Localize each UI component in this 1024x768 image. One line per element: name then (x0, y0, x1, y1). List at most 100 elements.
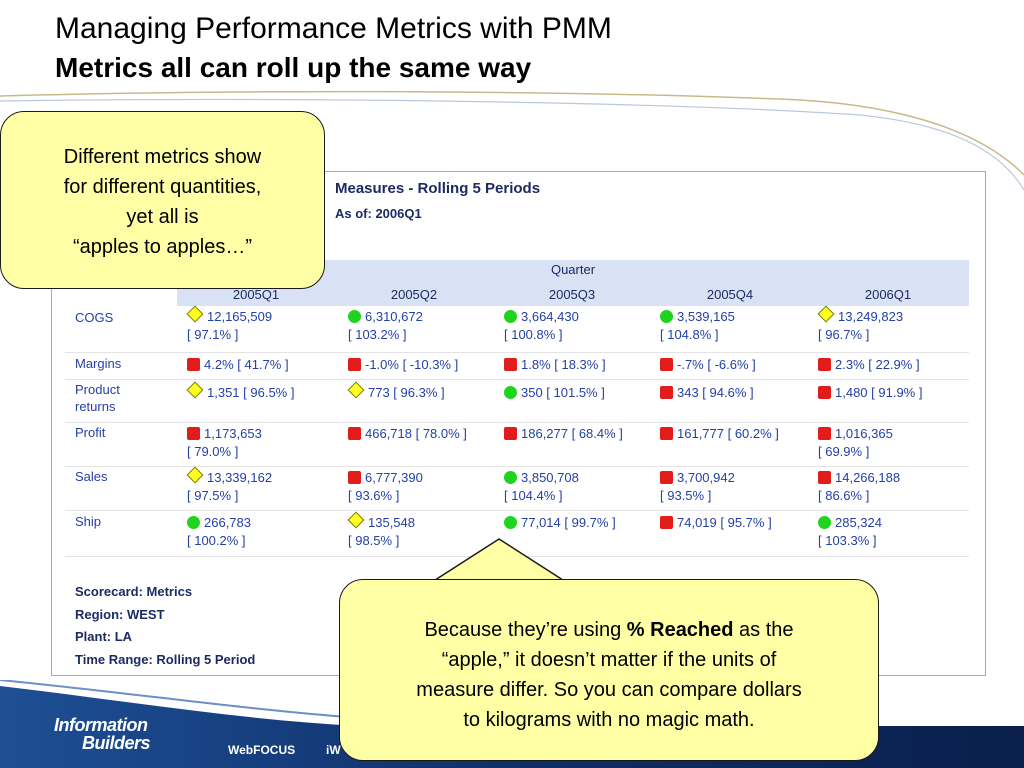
table-cell[interactable]: 3,700,942 [ 93.5% ] (660, 469, 735, 505)
cell-percent: [ 103.2% ] (348, 327, 407, 342)
table-cell[interactable]: 1,480 [ 91.9% ] (818, 384, 922, 402)
footer-product-webfocus: WebFOCUS (228, 743, 296, 757)
cell-value: 4.2% [ 41.7% ] (204, 357, 289, 372)
table-cell[interactable]: 77,014 [ 99.7% ] (504, 514, 616, 532)
table-cell[interactable]: 3,539,165 [ 104.8% ] (660, 308, 735, 344)
measures-grid: Quarter 2005Q1 2005Q2 2005Q3 2005Q4 2006… (65, 260, 969, 558)
table-cell[interactable]: -1.0% [ -10.3% ] (348, 356, 458, 374)
table-cell[interactable]: 13,339,162 [ 97.5% ] (186, 466, 272, 505)
callout-text: as the (733, 619, 794, 641)
row-label-profit[interactable]: Profit (75, 425, 106, 440)
table-cell[interactable]: 2.3% [ 22.9% ] (818, 356, 920, 374)
row-label-product-returns[interactable]: Product returns (75, 381, 120, 415)
bad-square-icon (348, 427, 361, 440)
cell-value: 1,480 [ 91.9% ] (835, 385, 923, 400)
cell-value: 135,548 (368, 515, 415, 530)
cell-value: 2.3% [ 22.9% ] (835, 357, 920, 372)
bad-square-icon (187, 427, 200, 440)
slide-subtitle: Metrics all can roll up the same way (55, 52, 532, 83)
table-cell[interactable]: 1,016,365 [ 69.9% ] (818, 425, 893, 461)
bad-square-icon (660, 358, 673, 371)
cell-value: 466,718 [ 78.0% ] (365, 426, 467, 441)
good-circle-icon (660, 310, 673, 323)
bad-square-icon (504, 427, 517, 440)
good-circle-icon (504, 310, 517, 323)
callout-bold-text: % Reached (626, 619, 734, 641)
scorecard-label: Scorecard: Metrics (75, 584, 193, 599)
row-label-ship[interactable]: Ship (75, 514, 102, 529)
cell-value: 350 [ 101.5% ] (521, 385, 605, 400)
quarter-header-2005q1[interactable]: 2005Q1 (232, 287, 280, 302)
bad-square-icon (348, 471, 361, 484)
cell-percent: [ 86.6% ] (818, 488, 870, 503)
row-label-cogs[interactable]: COGS (75, 310, 114, 325)
quarter-label: Quarter (550, 262, 596, 277)
callout-text: “apple,” it doesn’t matter if the units … (441, 649, 777, 671)
slide-title: Managing Performance Metrics with PMM (55, 12, 612, 45)
table-cell[interactable]: 343 [ 94.6% ] (660, 384, 754, 402)
cell-value: 12,165,509 (207, 309, 273, 324)
cell-percent: [ 69.9% ] (818, 444, 870, 459)
cell-percent: [ 103.3% ] (818, 533, 877, 548)
cell-percent: [ 100.2% ] (187, 533, 246, 548)
table-cell[interactable]: 266,783 [ 100.2% ] (187, 514, 251, 550)
table-cell[interactable]: 74,019 [ 95.7% ] (660, 514, 772, 532)
table-cell[interactable]: 1,351 [ 96.5% ] (186, 381, 294, 402)
cell-value: 3,539,165 (677, 309, 735, 324)
good-circle-icon (504, 471, 517, 484)
as-of-label: As of: 2006Q1 (335, 206, 422, 221)
cell-value: 74,019 [ 95.7% ] (677, 515, 772, 530)
cell-value: 14,266,188 (835, 470, 901, 485)
cell-value: 3,700,942 (677, 470, 735, 485)
table-cell[interactable]: 14,266,188 [ 86.6% ] (818, 469, 900, 505)
table-cell[interactable]: 466,718 [ 78.0% ] (348, 425, 467, 443)
row-label-sales[interactable]: Sales (75, 469, 108, 484)
cell-value: 77,014 [ 99.7% ] (521, 515, 616, 530)
table-cell[interactable]: 6,777,390 [ 93.6% ] (348, 469, 423, 505)
cell-percent: [ 97.5% ] (187, 488, 239, 503)
bad-square-icon (660, 427, 673, 440)
panel-title: Measures - Rolling 5 Periods (335, 180, 541, 197)
table-cell[interactable]: 12,165,509 [ 97.1% ] (186, 305, 273, 344)
cell-value: 1,173,653 (204, 426, 262, 441)
cell-value: 343 [ 94.6% ] (677, 385, 754, 400)
quarter-header-2005q3[interactable]: 2005Q3 (548, 287, 596, 302)
cell-value: 3,850,708 (521, 470, 579, 485)
cell-value: 3,664,430 (521, 309, 579, 324)
table-cell[interactable]: 1.8% [ 18.3% ] (504, 356, 606, 374)
callout-text: measure differ. So you can compare dolla… (416, 679, 802, 701)
callout-text: to kilograms with no magic math. (463, 709, 755, 731)
table-cell[interactable]: 186,277 [ 68.4% ] (504, 425, 623, 443)
table-cell[interactable]: 13,249,823 [ 96.7% ] (817, 305, 903, 344)
cell-value: 161,777 [ 60.2% ] (677, 426, 779, 441)
table-cell[interactable]: 350 [ 101.5% ] (504, 384, 605, 402)
callout-apples-to-apples: Different metrics show for different qua… (0, 111, 325, 289)
quarter-header-2005q2[interactable]: 2005Q2 (390, 287, 438, 302)
quarter-header-2006q1[interactable]: 2006Q1 (864, 287, 912, 302)
table-cell[interactable]: 3,850,708 [ 104.4% ] (504, 469, 579, 505)
good-circle-icon (504, 386, 517, 399)
time-range-label: Time Range: Rolling 5 Period (75, 652, 256, 667)
table-cell[interactable]: 1,173,653 [ 79.0% ] (187, 425, 262, 461)
cell-value: 186,277 [ 68.4% ] (521, 426, 623, 441)
row-label-margins[interactable]: Margins (75, 356, 122, 371)
row-divider (65, 352, 969, 353)
table-cell[interactable]: 285,324 [ 103.3% ] (818, 514, 882, 550)
table-cell[interactable]: 3,664,430 [ 100.8% ] (504, 308, 579, 344)
table-cell[interactable]: 773 [ 96.3% ] (347, 381, 445, 402)
table-cell[interactable]: 161,777 [ 60.2% ] (660, 425, 779, 443)
callout-percent-reached: Because they’re using % Reached as the “… (339, 579, 879, 761)
callout-text: yet all is (126, 206, 199, 228)
bad-square-icon (504, 358, 517, 371)
quarter-header-2005q4[interactable]: 2005Q4 (706, 287, 754, 302)
logo-line: Information (54, 715, 148, 735)
logo-line: Builders (82, 733, 151, 753)
cell-value: 1,016,365 (835, 426, 893, 441)
table-cell[interactable]: 4.2% [ 41.7% ] (187, 356, 289, 374)
table-cell[interactable]: 135,548 [ 98.5% ] (347, 511, 415, 550)
table-cell[interactable]: 6,310,672 [ 103.2% ] (348, 308, 423, 344)
good-circle-icon (348, 310, 361, 323)
cell-percent: [ 104.4% ] (504, 488, 563, 503)
table-cell[interactable]: -.7% [ -6.6% ] (660, 356, 756, 374)
cell-value: -1.0% [ -10.3% ] (365, 357, 459, 372)
